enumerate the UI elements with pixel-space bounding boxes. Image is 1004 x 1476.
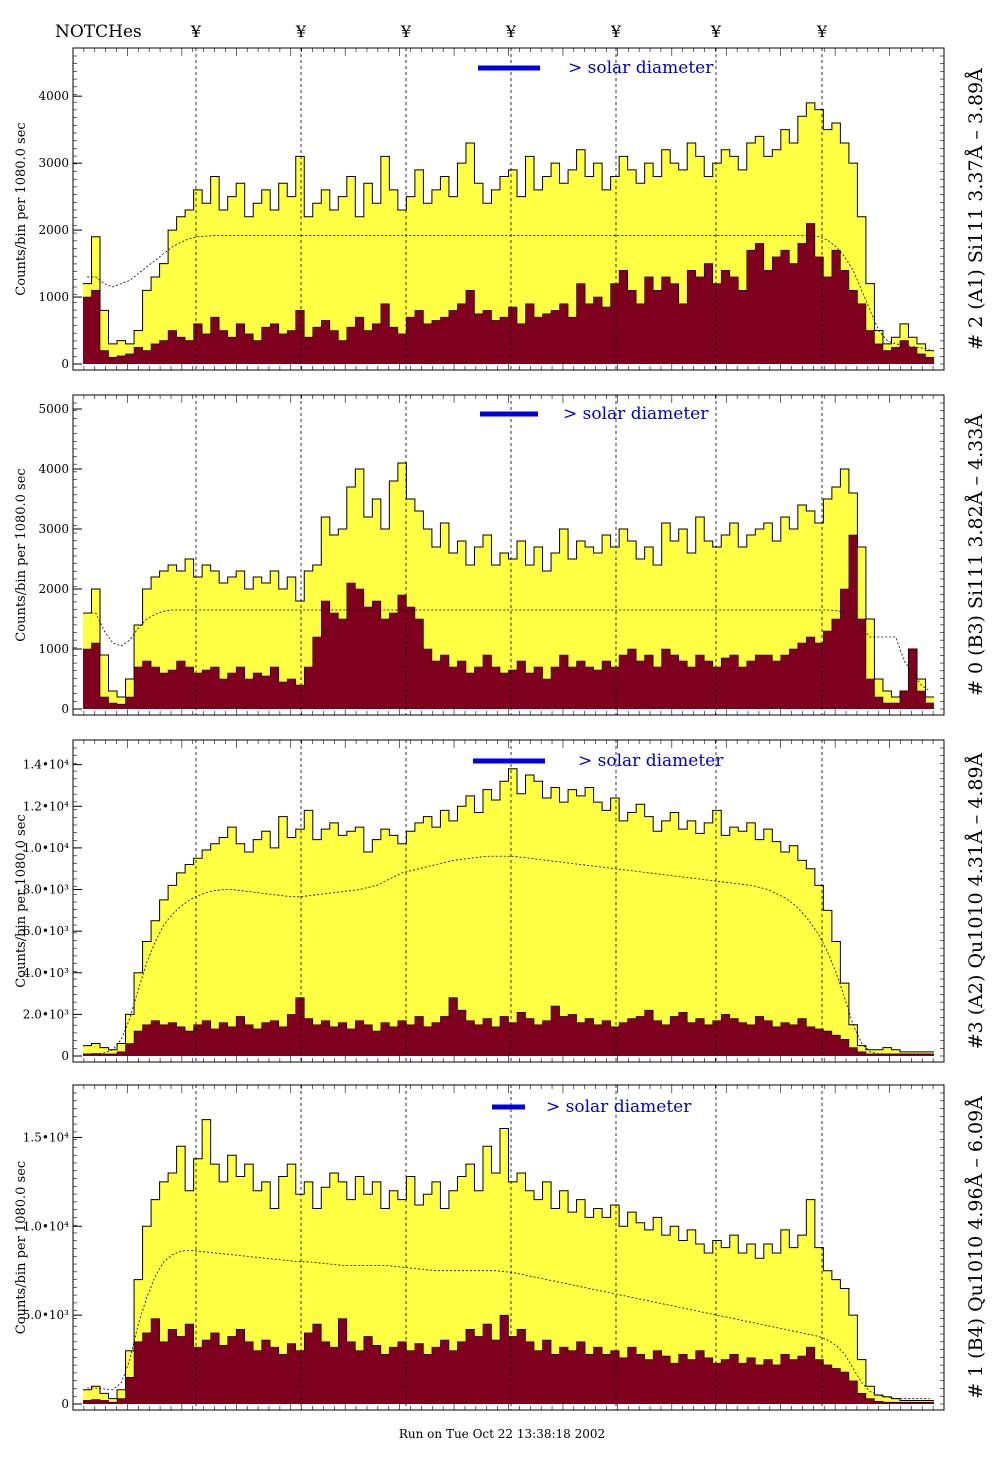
panel-3-ytick-label-7: 1.4•10⁴ <box>23 758 69 772</box>
panel-1-ytick-label-3: 3000 <box>38 156 69 170</box>
notches-label: NOTCHes <box>55 22 142 42</box>
panel-4-ytick-label-2: 1.0•10⁴ <box>23 1219 69 1233</box>
panel-4-total-outline <box>83 1119 934 1401</box>
panel-4-component-area <box>83 1315 934 1404</box>
notch-marker-1: ¥ <box>190 22 202 41</box>
panel-2-fit-curve <box>87 609 930 692</box>
panel-2-ytick-label-5: 5000 <box>38 402 69 416</box>
panel-4-right-label: # 1 (B4) Qu1010 4.96Å – 6.09Å <box>965 1096 987 1399</box>
panel-3-total-outline <box>83 768 934 1053</box>
panel-2-ylabel: Counts/bin per 1080.0 sec <box>14 468 29 641</box>
panel-3-legend-text: > solar diameter <box>578 751 724 771</box>
panel-4-ytick-label-3: 1.5•10⁴ <box>23 1130 69 1144</box>
notch-marker-5: ¥ <box>610 22 622 41</box>
panel-3-ytick-label-4: 8.0•10³ <box>23 883 69 897</box>
panel-4-ytick-label-1: 5.0•10³ <box>23 1308 69 1322</box>
panel-2-total-outline <box>83 462 934 698</box>
panel-1-total-outline <box>83 102 934 352</box>
panel-4-component-outline <box>83 1314 934 1403</box>
panel-2-ytick-label-4: 4000 <box>38 462 69 476</box>
panel-3-ytick-label-1: 2.0•10³ <box>23 1007 69 1021</box>
notch-marker-2: ¥ <box>295 22 307 41</box>
panel-1-ytick-label-0: 0 <box>61 357 69 371</box>
panel-2-right-label: # 0 (B3) Si111 3.82Å – 4.33Å <box>965 414 987 696</box>
panel-3-fit-curve <box>87 855 930 1055</box>
panel-3-total-area <box>83 768 934 1056</box>
panel-2-total-area <box>83 463 934 709</box>
panel-2-ytick-label-3: 3000 <box>38 522 69 536</box>
notch-marker-7: ¥ <box>816 22 828 41</box>
panel-3-ytick-label-6: 1.2•10⁴ <box>23 799 69 813</box>
panel-3-right-label: #3 (A2) Qu1010 4.31Å – 4.89Å <box>965 752 987 1049</box>
panel-3-ylabel: Counts/bin per 1080.0 sec <box>14 814 29 987</box>
panel-2-component-outline <box>83 534 934 705</box>
panel-2-legend-text: > solar diameter <box>563 404 709 424</box>
panel-1-legend-text: > solar diameter <box>568 58 714 78</box>
panel-2-ytick-label-2: 2000 <box>38 582 69 596</box>
panel-3-ytick-label-5: 1.0•10⁴ <box>23 841 69 855</box>
panel-1-ytick-label-2: 2000 <box>38 223 69 237</box>
panel-3-ytick-label-2: 4.0•10³ <box>23 966 69 980</box>
panel-3-ytick-label-0: 0 <box>61 1049 69 1063</box>
notch-marker-4: ¥ <box>505 22 517 41</box>
panel-1-ytick-label-4: 4000 <box>38 89 69 103</box>
panel-4-ytick-label-0: 0 <box>61 1397 69 1411</box>
panel-3-component-outline <box>83 997 934 1055</box>
panel-4-fit-curve <box>87 1249 930 1400</box>
panel-2-ytick-label-1: 1000 <box>38 642 69 656</box>
panel-1-fit-curve <box>87 235 930 350</box>
panel-4-legend-text: > solar diameter <box>546 1097 692 1117</box>
run-timestamp: Run on Tue Oct 22 13:38:18 2002 <box>398 1427 606 1441</box>
panel-1-right-label: # 2 (A1) Si111 3.37Å – 3.89Å <box>965 68 987 350</box>
notch-marker-6: ¥ <box>710 22 722 41</box>
panel-1-ylabel: Counts/bin per 1080.0 sec <box>14 122 29 295</box>
panel-1-ytick-label-1: 1000 <box>38 290 69 304</box>
panel-2-ytick-label-0: 0 <box>61 702 69 716</box>
panel-4-ylabel: Counts/bin per 1080.0 sec <box>14 1161 29 1334</box>
panel-3-ytick-label-3: 6.0•10³ <box>23 924 69 938</box>
notch-marker-3: ¥ <box>400 22 412 41</box>
panel-1-component-outline <box>83 223 934 358</box>
